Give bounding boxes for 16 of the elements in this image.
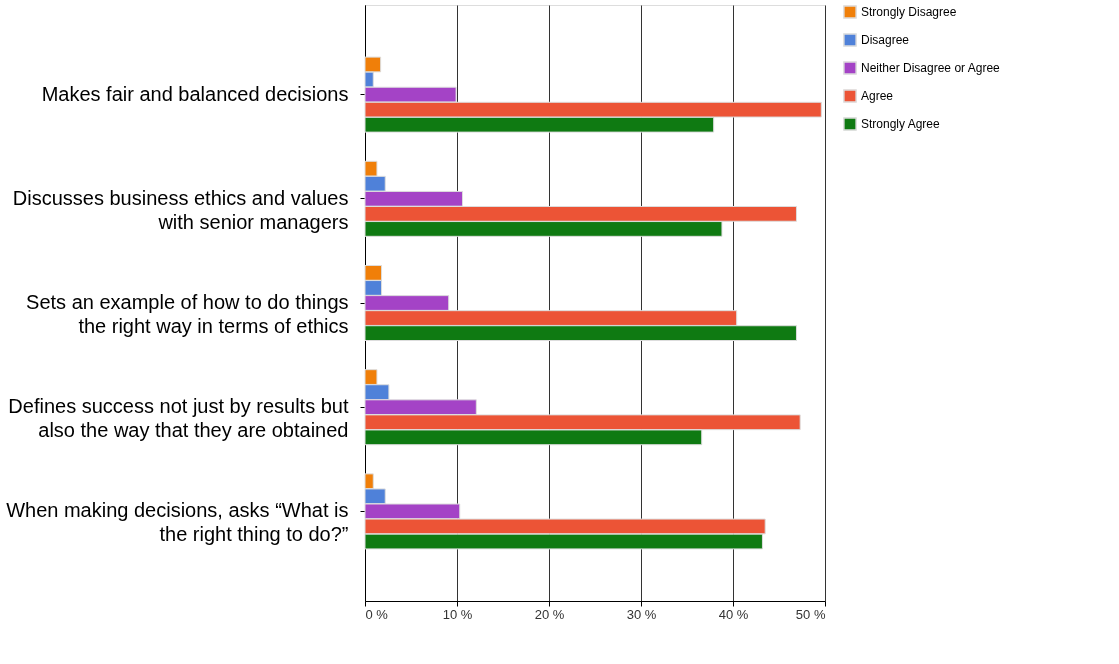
legend-label: Strongly Disagree xyxy=(861,5,957,19)
legend-label: Agree xyxy=(861,89,894,103)
y-tick-label: Defines success not just by results but also the way that they are obtained xyxy=(8,395,349,442)
y-tick-label: Makes fair and balanced decisions xyxy=(41,82,349,105)
x-tick-label: 10 % xyxy=(442,606,473,622)
legend-label: Neither Disagree or Agree xyxy=(861,61,1001,75)
x-tick-label: 0 % xyxy=(365,606,389,622)
legend-label: Strongly Agree xyxy=(861,117,941,131)
legend-label: Disagree xyxy=(861,33,910,47)
x-tick-label: 40 % xyxy=(718,606,749,622)
y-tick-label: When making decisions, asks “What is the right thing to do?” xyxy=(6,499,349,546)
y-tick-label: Discusses business ethics and values with senior managers xyxy=(12,186,349,233)
x-tick-label: 30 % xyxy=(626,606,657,622)
x-tick-label: 20 % xyxy=(534,606,565,622)
x-tick-label: 50 % xyxy=(795,606,826,622)
y-tick-label: Sets an example of how to do things the right way in terms of ethics xyxy=(26,291,349,337)
